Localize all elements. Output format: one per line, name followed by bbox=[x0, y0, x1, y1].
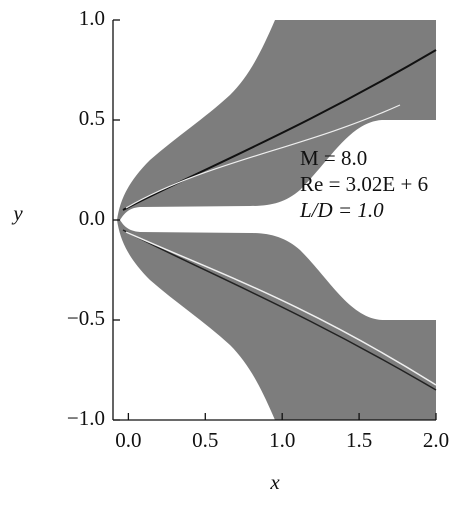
lower-flow-region bbox=[117, 220, 436, 420]
y-tick-label: 0.5 bbox=[79, 106, 105, 130]
annotations: M = 8.0 Re = 3.02E + 6 L/D = 1.0 bbox=[299, 146, 428, 222]
y-tick-label: −1.0 bbox=[67, 406, 105, 430]
x-tick-label: 1.5 bbox=[346, 428, 372, 452]
annotation: Re = 3.02E + 6 bbox=[300, 172, 428, 196]
shock-line bbox=[125, 104, 401, 209]
x-tick-label: 1.0 bbox=[269, 428, 295, 452]
shock-line bbox=[122, 229, 437, 391]
shock-line bbox=[125, 231, 437, 386]
y-tick-label: −0.5 bbox=[67, 306, 105, 330]
upper-flow-region bbox=[117, 20, 436, 220]
y-tick-label: 1.0 bbox=[79, 6, 105, 30]
flow-field bbox=[117, 20, 437, 420]
annotation: L/D = 1.0 bbox=[299, 198, 384, 222]
x-axis-label: x bbox=[269, 470, 280, 494]
x-tick-label: 0.0 bbox=[115, 428, 141, 452]
y-tick-label: 0.0 bbox=[79, 206, 105, 230]
annotation: M = 8.0 bbox=[300, 146, 367, 170]
x-tick-label: 0.5 bbox=[192, 428, 218, 452]
shock-line bbox=[122, 49, 437, 211]
y-axis-label: y bbox=[11, 201, 23, 225]
x-tick-label: 2.0 bbox=[423, 428, 449, 452]
